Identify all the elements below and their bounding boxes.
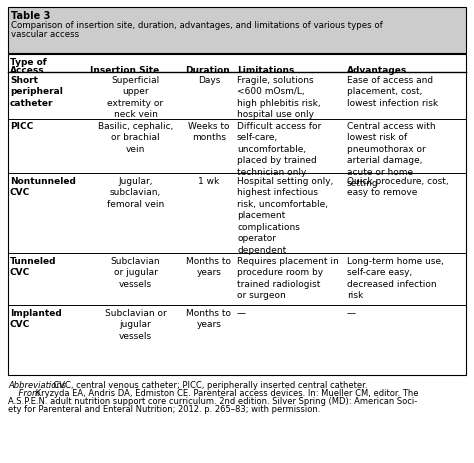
Text: Tunneled
CVC: Tunneled CVC	[10, 257, 56, 277]
Text: —: —	[347, 308, 356, 317]
Text: Type of: Type of	[10, 58, 47, 67]
Text: ety for Parenteral and Enteral Nutrition; 2012. p. 265–83; with permission.: ety for Parenteral and Enteral Nutrition…	[8, 404, 320, 413]
Text: Nontunneled
CVC: Nontunneled CVC	[10, 176, 76, 197]
Text: Days: Days	[198, 76, 220, 85]
Text: Jugular,
subclavian,
femoral vein: Jugular, subclavian, femoral vein	[107, 176, 164, 208]
Text: A.S.P.E.N. adult nutrition support core curriculum. 2nd edition. Silver Spring (: A.S.P.E.N. adult nutrition support core …	[8, 396, 417, 405]
Text: Difficult access for
self-care,
uncomfortable,
placed by trained
technician only: Difficult access for self-care, uncomfor…	[237, 122, 321, 176]
Text: Short
peripheral
catheter: Short peripheral catheter	[10, 76, 63, 108]
Text: Ease of access and
placement, cost,
lowest infection risk: Ease of access and placement, cost, lowe…	[347, 76, 438, 108]
Text: Basilic, cephalic,
or brachial
vein: Basilic, cephalic, or brachial vein	[98, 122, 173, 154]
Text: Access: Access	[10, 66, 45, 75]
Text: Abbreviations: Abbreviations	[8, 380, 66, 389]
Text: Superficial
upper
extremity or
neck vein: Superficial upper extremity or neck vein	[108, 76, 164, 119]
Text: Kryzyda EA, Andris DA, Edmiston CE. Parenteral access devices. In: Mueller CM, e: Kryzyda EA, Andris DA, Edmiston CE. Pare…	[33, 388, 419, 397]
Text: : CVC, central venous catheter; PICC, peripherally inserted central catheter.: : CVC, central venous catheter; PICC, pe…	[48, 380, 367, 389]
Text: Requires placement in
procedure room by
trained radiologist
or surgeon: Requires placement in procedure room by …	[237, 257, 339, 300]
Text: Central access with
lowest risk of
pneumothorax or
arterial damage,
acute or hom: Central access with lowest risk of pneum…	[347, 122, 436, 188]
Text: Fragile, solutions
<600 mOsm/L,
high phlebitis risk,
hospital use only: Fragile, solutions <600 mOsm/L, high phl…	[237, 76, 320, 119]
Bar	[8, 55, 466, 375]
Text: From: From	[8, 388, 40, 397]
Bar	[8, 8, 466, 54]
Text: Months to
years: Months to years	[186, 257, 231, 277]
Text: Table 3: Table 3	[11, 11, 50, 21]
Text: vascular access: vascular access	[11, 30, 79, 39]
Text: Weeks to
months: Weeks to months	[188, 122, 230, 142]
Text: —: —	[237, 308, 246, 317]
Text: PICC: PICC	[10, 122, 33, 131]
Text: Subclavian or
jugular
vessels: Subclavian or jugular vessels	[105, 308, 166, 340]
Text: Duration: Duration	[185, 66, 230, 75]
Text: 1 wk: 1 wk	[199, 176, 219, 186]
Text: Advantages: Advantages	[347, 66, 407, 75]
Text: Hospital setting only,
highest infectious
risk, uncomfortable,
placement
complic: Hospital setting only, highest infectiou…	[237, 176, 333, 254]
Text: Insertion Site: Insertion Site	[90, 66, 159, 75]
Text: Months to
years: Months to years	[186, 308, 231, 329]
Text: Implanted
CVC: Implanted CVC	[10, 308, 62, 329]
Text: Limitations: Limitations	[237, 66, 294, 75]
Text: Comparison of insertion site, duration, advantages, and limitations of various t: Comparison of insertion site, duration, …	[11, 21, 383, 30]
Text: Quick procedure, cost,
easy to remove: Quick procedure, cost, easy to remove	[347, 176, 448, 197]
Text: Long-term home use,
self-care easy,
decreased infection
risk: Long-term home use, self-care easy, decr…	[347, 257, 444, 300]
Text: Subclavian
or jugular
vessels: Subclavian or jugular vessels	[111, 257, 160, 288]
